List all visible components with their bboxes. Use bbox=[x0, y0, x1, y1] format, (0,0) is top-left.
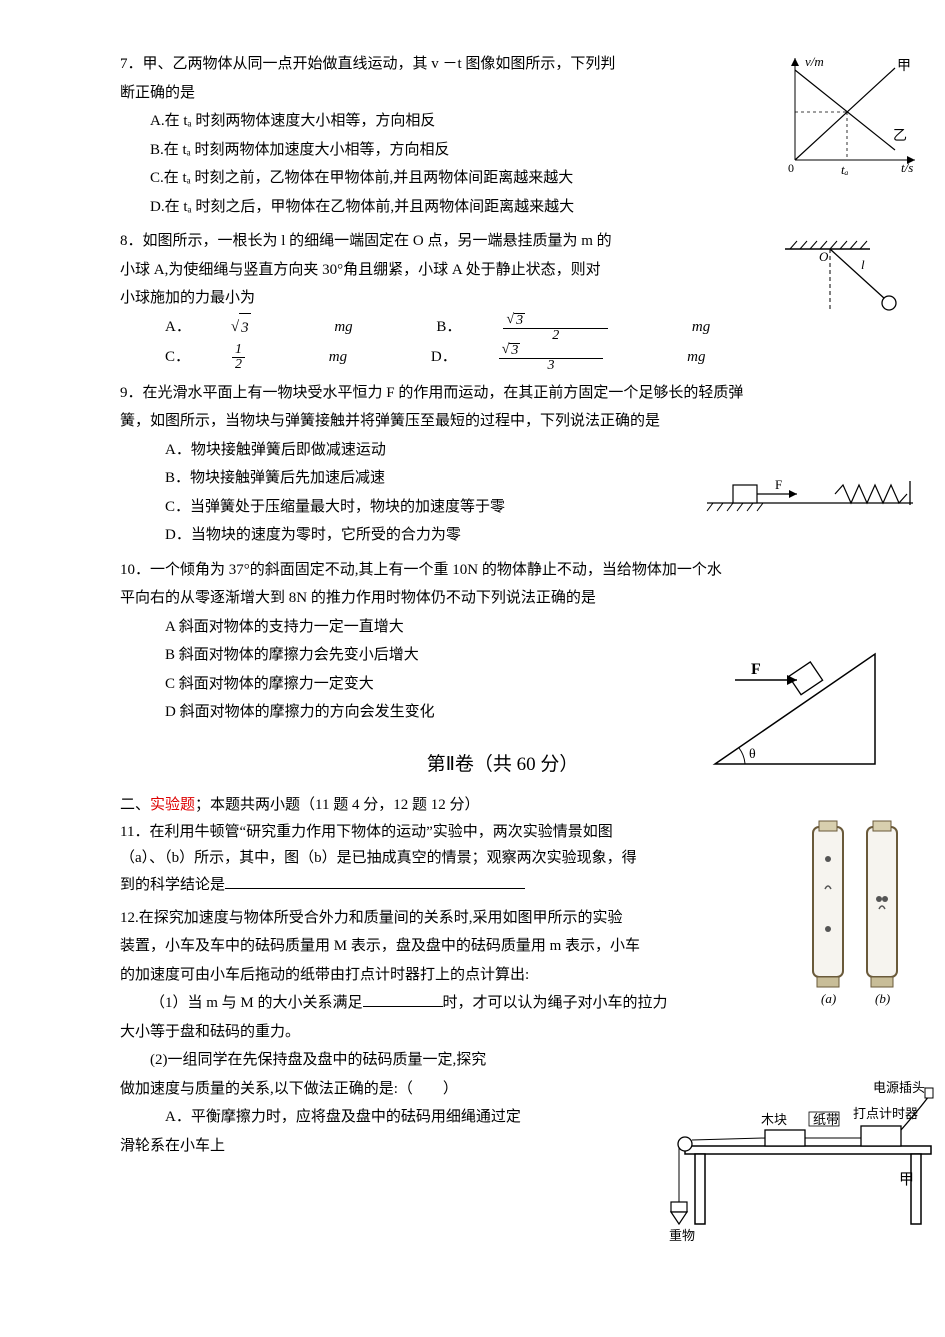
q9-stem-2: 簧，如图所示，当物块与弹簧接触并将弹簧压至最短的过程中，下列说法正确的是 bbox=[120, 407, 885, 436]
exp-heading-pre: 二、 bbox=[120, 797, 150, 813]
q8-opt-c: C．12 mg bbox=[165, 343, 387, 372]
q7-figure: v/m t/s 甲 乙 0 tₐ bbox=[775, 50, 925, 180]
q10-fig-F: F bbox=[751, 661, 761, 678]
q8-fig-l: l bbox=[861, 257, 865, 272]
q12-label-plug: 电源插头 bbox=[873, 1080, 925, 1095]
q8-opt-b: B．32 mg bbox=[436, 313, 750, 343]
q11-l3: 到的科学结论是 bbox=[120, 872, 885, 898]
q7-line-yi: 乙 bbox=[893, 128, 907, 144]
q12-p1: （1）当 m 与 M 的大小关系满足时，才可以认为绳子对小车的拉力 bbox=[120, 989, 885, 1018]
q10-figure: F θ bbox=[695, 634, 885, 774]
q7-xtick: tₐ bbox=[841, 162, 849, 177]
q10-fig-theta: θ bbox=[749, 747, 756, 762]
q8-opt-d: D．33 mg bbox=[431, 343, 746, 373]
question-10: F θ 10．一个倾角为 37°的斜面固定不动,其上有一个重 10N 的物体静止… bbox=[120, 556, 885, 727]
q9-opt-a: A．物块接触弹簧后即做减速运动 bbox=[120, 436, 885, 465]
q12-figure: 电源插头 木块 纸带 打点计时器 重物 甲 bbox=[635, 1074, 935, 1244]
q9-fig-F: F bbox=[775, 477, 782, 492]
q10-stem-1: 10．一个倾角为 37°的斜面固定不动,其上有一个重 10N 的物体静止不动，当… bbox=[120, 556, 885, 585]
q12-label-cap: 甲 bbox=[899, 1172, 914, 1188]
q11-l1: 11．在利用牛顿管“研究重力作用下物体的运动”实验中，两次实验情景如图 bbox=[120, 819, 885, 845]
experiment-heading: 二、实验题；本题共两小题（11 题 4 分，12 题 12 分） bbox=[120, 791, 885, 820]
q7-stem-1: 7．甲、乙两物体从同一点开始做直线运动，其 v －t 图像如图所示，下列判 bbox=[120, 50, 885, 79]
q7-opt-a: A.在 tₐ 时刻两物体速度大小相等，方向相反 bbox=[120, 107, 885, 136]
q12-p1c: 大小等于盘和砝码的重力。 bbox=[120, 1018, 885, 1047]
q12-label-wood: 木块 bbox=[761, 1112, 787, 1127]
q8-stem-2: 小球 A,为使细绳与竖直方向夹 30°角且绷紧，小球 A 处于静止状态，则对 bbox=[120, 256, 885, 285]
question-9: F 9．在光滑水平面上有一物块受水平恒力 F 的作用而运动，在其正前方固定一个足… bbox=[120, 379, 885, 550]
q9-stem-1: 9．在光滑水平面上有一物块受水平恒力 F 的作用而运动，在其正前方固定一个足够长… bbox=[120, 379, 885, 408]
q7-stem-2: 断正确的是 bbox=[120, 79, 885, 108]
exp-heading-post: ；本题共两小题（11 题 4 分，12 题 12 分） bbox=[195, 797, 479, 813]
q12-label-weight: 重物 bbox=[669, 1228, 695, 1243]
q7-origin: 0 bbox=[788, 161, 794, 175]
q8-stem-1: 8．如图所示，一根长为 l 的细绳一端固定在 O 点，另一端悬挂质量为 m 的 bbox=[120, 227, 885, 256]
question-12: 12.在探究加速度与物体所受合外力和质量间的关系时,采用如图甲所示的实验 装置，… bbox=[120, 904, 885, 1161]
q8-stem-3: 小球施加的力最小为 bbox=[120, 284, 885, 313]
question-7: v/m t/s 甲 乙 0 tₐ 7．甲、乙两物体从同一点开始做直线运动，其 v… bbox=[120, 50, 885, 221]
question-11: (a) (b) 11．在利用牛顿管“研究重力作用下物体的运动”实验中，两次实验情… bbox=[120, 819, 885, 898]
q10-stem-2: 平向右的从零逐渐增大到 8N 的推力作用时物体仍不动下列说法正确的是 bbox=[120, 584, 885, 613]
q9-opt-d: D．当物块的速度为零时，它所受的合力为零 bbox=[120, 521, 885, 550]
q7-line-jia: 甲 bbox=[897, 59, 911, 74]
q8-figure: O l bbox=[775, 231, 915, 331]
q7-ylabel: v/m bbox=[805, 54, 824, 69]
q12-l2: 装置，小车及车中的砝码质量用 M 表示，盘及盘中的砝码质量用 m 表示，小车 bbox=[120, 932, 885, 961]
q12-l1: 12.在探究加速度与物体所受合外力和质量间的关系时,采用如图甲所示的实验 bbox=[120, 904, 885, 933]
exp-heading-red: 实验题 bbox=[150, 797, 195, 813]
q8-fig-O: O bbox=[819, 249, 829, 264]
q12-label-timer: 打点计时器 bbox=[853, 1106, 918, 1121]
q8-opt-a: A．3 mg bbox=[165, 313, 393, 343]
q7-opt-b: B.在 tₐ 时刻两物体加速度大小相等，方向相反 bbox=[120, 136, 885, 165]
q11-l2: （a）、（b）所示，其中，图（b）是已抽成真空的情景；观察两次实验现象，得 bbox=[120, 845, 885, 871]
q9-figure: F bbox=[705, 475, 915, 515]
question-8: O l 8．如图所示，一根长为 l 的细绳一端固定在 O 点，另一端悬挂质量为 … bbox=[120, 227, 885, 373]
q12-p2a: (2)一组同学在先保持盘及盘中的砝码质量一定,探究 bbox=[120, 1046, 885, 1075]
q12-label-tape: 纸带 bbox=[813, 1112, 839, 1127]
q7-xlabel: t/s bbox=[901, 160, 913, 175]
q7-opt-d: D.在 tₐ 时刻之后，甲物体在乙物体前,并且两物体间距离越来越大 bbox=[120, 193, 885, 222]
q12-l3: 的加速度可由小车后拖动的纸带由打点计时器打上的点计算出: bbox=[120, 961, 885, 990]
q8-options: A．3 mg B．32 mg C．12 mg D．33 mg bbox=[120, 313, 885, 373]
q7-opt-c: C.在 tₐ 时刻之前，乙物体在甲物体前,并且两物体间距离越来越大 bbox=[120, 164, 885, 193]
